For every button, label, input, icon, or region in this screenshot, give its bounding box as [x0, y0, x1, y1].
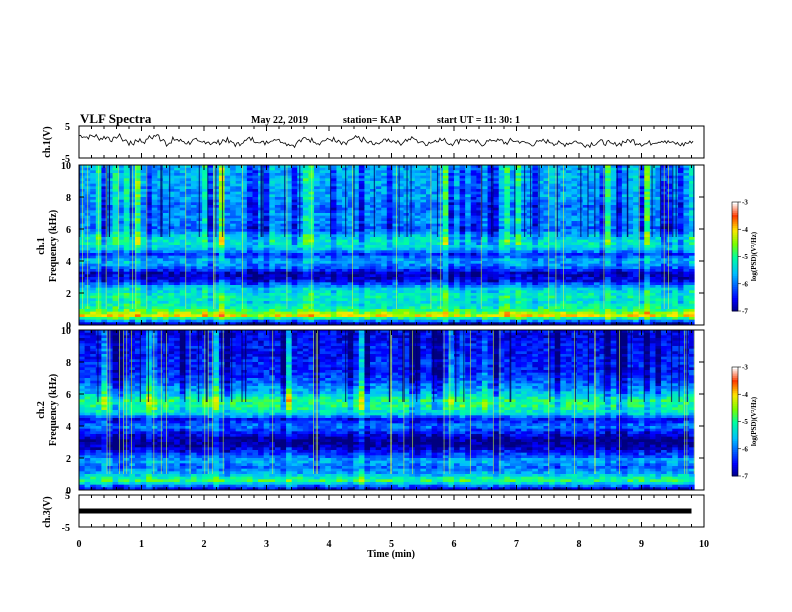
- ch2-freq-ylabel: ch.2 Frequency (kHz): [36, 374, 59, 446]
- ch2-spectrogram-ytick-label: 6: [66, 390, 71, 401]
- ch1-series-line: [78, 132, 694, 149]
- ch1-spectrogram-ytick-label: 6: [66, 225, 71, 236]
- colorbar-tick-label: -5: [742, 418, 748, 426]
- ch2-spectrogram-ytick-label: 0: [66, 486, 71, 497]
- station-label: station= KAP: [343, 115, 401, 126]
- date-label: May 22, 2019: [251, 115, 308, 126]
- colorbar-tick-label: -3: [742, 199, 748, 207]
- colorbar-tick-label: -4: [742, 226, 748, 234]
- ch2-spectrogram-panel: 0 2 4 6 8 10: [61, 326, 705, 497]
- ch1-colorbar: -3 -4 -5 -6 -7 log(PSD)(V²/Hz): [731, 199, 758, 316]
- ch2-spectrogram-ytick-label: 8: [66, 358, 71, 369]
- ch2-colorbar: -3 -4 -5 -6 -7 log(PSD)(V²/Hz): [731, 364, 758, 481]
- colorbar-tick-label: -7: [742, 473, 748, 481]
- ch3-ytick-label: -5: [62, 523, 70, 534]
- ch1-spectrogram-ytick-label: 2: [66, 289, 71, 300]
- ch1-spectrogram-ytick-label: 0: [66, 321, 71, 332]
- figure-title: VLF Spectra: [80, 111, 152, 126]
- ch1-waveform-panel: -5 5: [62, 122, 705, 165]
- colorbar-label: log(PSD)(V²/Hz): [750, 396, 758, 446]
- ch3-voltage-ylabel: ch.3(V): [42, 496, 53, 527]
- colorbar-label: log(PSD)(V²/Hz): [750, 231, 758, 281]
- x-tick-label: 2: [202, 539, 207, 550]
- x-tick-label: 0: [77, 539, 82, 550]
- x-tick-label: 4: [327, 539, 332, 550]
- ch1-spectrogram-ytick-label: 4: [66, 257, 71, 268]
- ch1-ytick-label: -5: [62, 154, 70, 165]
- x-axis-label: Time (min): [367, 549, 415, 560]
- x-tick-label: 6: [452, 539, 457, 550]
- ch1-spectrogram-cells: [79, 165, 696, 326]
- ch1-ytick-label: 5: [65, 122, 70, 133]
- ch1-spectrogram-panel: 0 2 4 6 8 10: [61, 161, 705, 332]
- ch2-spectrogram-ytick-label: 10: [61, 326, 71, 337]
- colorbar-tick-label: -5: [742, 253, 748, 261]
- x-tick-label: 10: [699, 539, 709, 550]
- colorbar-tick-label: -6: [742, 280, 748, 288]
- x-tick-label: 9: [639, 539, 644, 550]
- colorbar-tick-label: -3: [742, 364, 748, 372]
- ch1-spectrogram-ytick-label: 10: [61, 161, 71, 172]
- x-tick-label: 8: [577, 539, 582, 550]
- x-tick-label: 1: [139, 539, 144, 550]
- x-tick-label: 5: [389, 539, 394, 550]
- ch2-spectrogram-ytick-label: 2: [66, 454, 71, 465]
- ch2-spectrogram-cells: [79, 330, 696, 491]
- ch3-waveform-panel: -5 5: [62, 491, 705, 534]
- colorbar-tick-label: -7: [742, 308, 748, 316]
- ch1-voltage-ylabel: ch.1(V): [42, 126, 53, 157]
- start-time-label: start UT = 11: 30: 1: [437, 115, 520, 126]
- ch1-spectrogram-ytick-label: 8: [66, 193, 71, 204]
- colorbar-tick-label: -6: [742, 445, 748, 453]
- ch2-spectrogram-ytick-label: 4: [66, 422, 71, 433]
- ch2-spectrogram-streaks: [97, 330, 695, 474]
- x-tick-label: 3: [264, 539, 269, 550]
- colorbar-tick-label: -4: [742, 391, 748, 399]
- ch1-freq-ylabel: ch.1 Frequency (kHz): [36, 210, 59, 282]
- ch3-ytick-label: 5: [65, 491, 70, 502]
- x-tick-label: 7: [514, 539, 519, 550]
- x-tick-labels: 0 1 2 3 4 5 6 7 8 9 10: [77, 539, 710, 550]
- ch1-spectrogram-streaks: [79, 165, 695, 309]
